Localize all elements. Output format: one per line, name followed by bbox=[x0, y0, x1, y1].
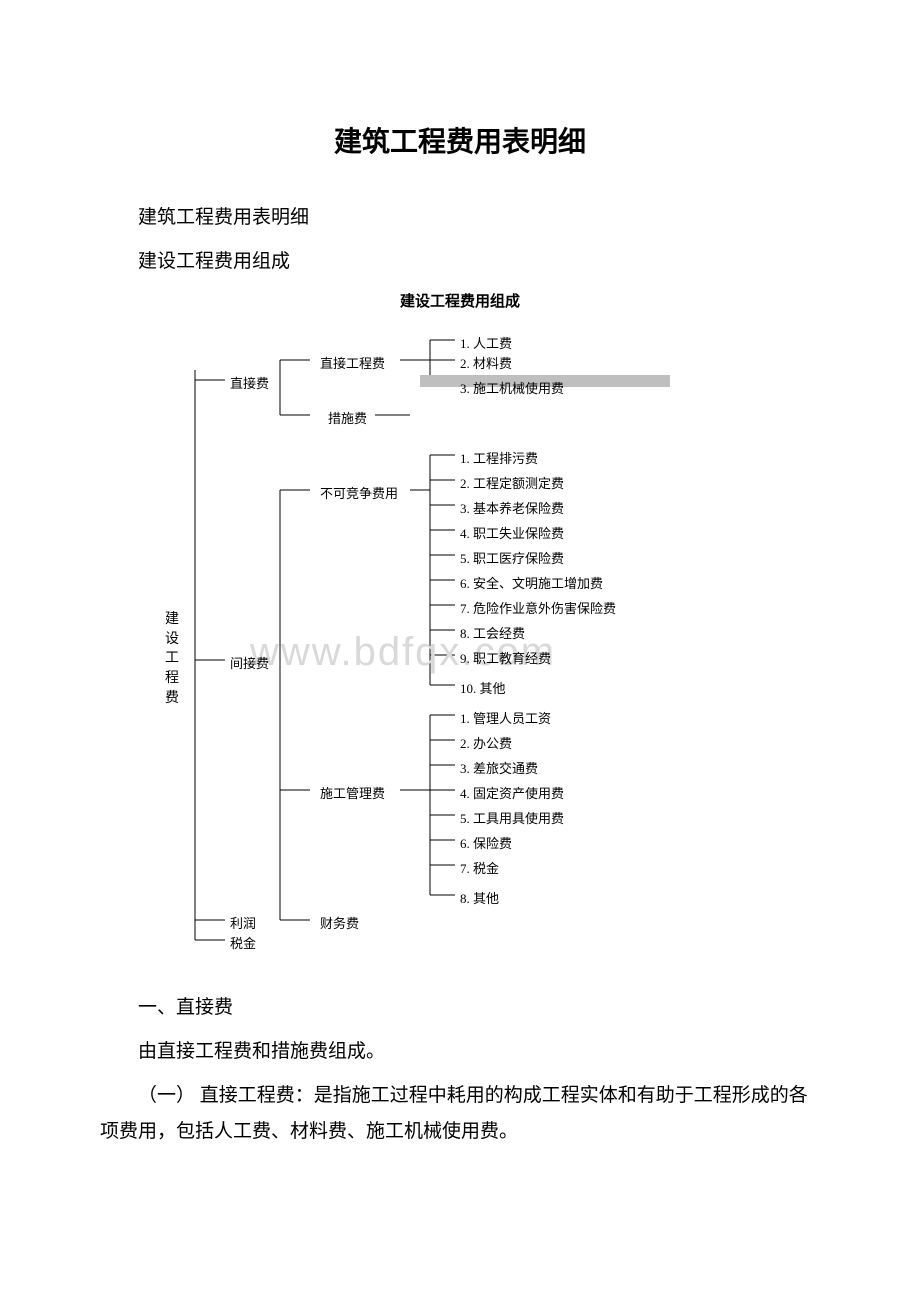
l2-mgmt: 施工管理费 bbox=[320, 783, 385, 802]
mg-item-8: 8. 其他 bbox=[460, 888, 499, 907]
l2-measure: 措施费 bbox=[328, 408, 367, 427]
nc-item-9: 9. 职工教育经费 bbox=[460, 648, 551, 667]
nc-item-4: 4. 职工失业保险费 bbox=[460, 523, 564, 542]
section-1-title: 一、直接费 bbox=[100, 990, 820, 1026]
nc-item-5: 5. 职工医疗保险费 bbox=[460, 548, 564, 567]
l1-direct: 直接费 bbox=[230, 373, 269, 392]
direct-item-2: 2. 材料费 bbox=[460, 353, 512, 372]
mg-item-6: 6. 保险费 bbox=[460, 833, 512, 852]
nc-item-2: 2. 工程定额测定费 bbox=[460, 473, 564, 492]
mg-item-7: 7. 税金 bbox=[460, 858, 499, 877]
mg-item-5: 5. 工具用具使用费 bbox=[460, 808, 564, 827]
nc-item-7: 7. 危险作业意外伤害保险费 bbox=[460, 598, 616, 617]
nc-item-10: 10. 其他 bbox=[460, 678, 506, 697]
mg-item-4: 4. 固定资产使用费 bbox=[460, 783, 564, 802]
mg-item-1: 1. 管理人员工资 bbox=[460, 708, 551, 727]
subtitle-2: 建设工程费用组成 bbox=[100, 244, 820, 280]
l2-noncompete: 不可竞争费用 bbox=[320, 483, 398, 502]
section-1-p2: （一） 直接工程费：是指施工过程中耗用的构成工程实体和有助于工程形成的各项费用，… bbox=[100, 1078, 820, 1150]
l1-profit: 利润 bbox=[230, 913, 256, 932]
subtitle-1: 建筑工程费用表明细 bbox=[100, 200, 820, 236]
l1-tax: 税金 bbox=[230, 933, 256, 952]
direct-item-3: 3. 施工机械使用费 bbox=[460, 378, 564, 397]
section-1-p1: 由直接工程费和措施费组成。 bbox=[100, 1034, 820, 1070]
mg-item-2: 2. 办公费 bbox=[460, 733, 512, 752]
nc-item-8: 8. 工会经费 bbox=[460, 623, 525, 642]
page-title: 建筑工程费用表明细 bbox=[100, 120, 820, 160]
mg-item-3: 3. 差旅交通费 bbox=[460, 758, 538, 777]
nc-item-3: 3. 基本养老保险费 bbox=[460, 498, 564, 517]
l1-indirect: 间接费 bbox=[230, 653, 269, 672]
l2-finance: 财务费 bbox=[320, 913, 359, 932]
nc-item-1: 1. 工程排污费 bbox=[460, 448, 538, 467]
l2-direct-project: 直接工程费 bbox=[320, 353, 385, 372]
root-label: 建设工程费 bbox=[165, 610, 181, 708]
nc-item-6: 6. 安全、文明施工增加费 bbox=[460, 573, 603, 592]
direct-item-1: 1. 人工费 bbox=[460, 333, 512, 352]
cost-structure-diagram: 建设工程费用组成 bbox=[110, 290, 810, 970]
